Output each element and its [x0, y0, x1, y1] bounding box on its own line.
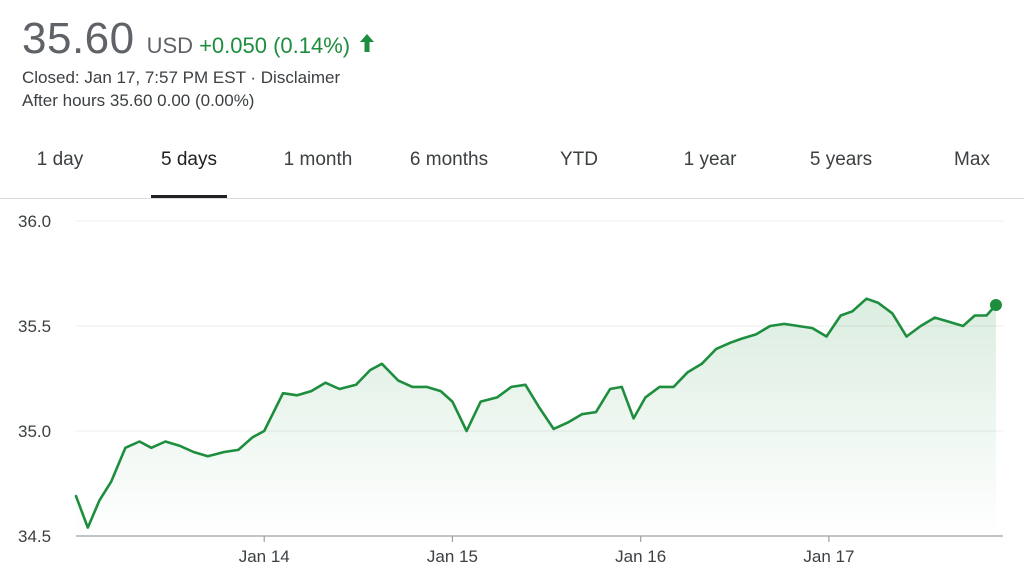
- data-point: [439, 389, 443, 393]
- data-point: [754, 332, 758, 336]
- data-point: [850, 309, 854, 313]
- data-point: [643, 395, 647, 399]
- data-point: [523, 383, 527, 387]
- data-point: [309, 389, 313, 393]
- data-point: [810, 326, 814, 330]
- data-point: [839, 314, 843, 318]
- y-tick-label: 35.5: [18, 317, 51, 336]
- data-point: [149, 446, 153, 450]
- data-point: [74, 494, 78, 498]
- tab-5-days[interactable]: 5 days: [151, 128, 227, 198]
- data-point: [985, 314, 989, 318]
- data-point: [580, 412, 584, 416]
- x-tick-label: Jan 15: [427, 547, 478, 566]
- x-tick-label: Jan 17: [803, 547, 854, 566]
- data-point: [262, 429, 266, 433]
- tab-max[interactable]: Max: [954, 149, 990, 170]
- y-tick-label: 34.5: [18, 527, 51, 546]
- data-point: [905, 335, 909, 339]
- closed-row: Closed: Jan 17, 7:57 PM EST · Disclaimer: [22, 66, 376, 89]
- data-point: [86, 526, 90, 530]
- x-tick-label: Jan 14: [239, 547, 290, 566]
- data-point: [410, 385, 414, 389]
- data-point: [163, 440, 167, 444]
- current-price: 35.60: [22, 14, 135, 63]
- data-point: [295, 393, 299, 397]
- after-hours-row: After hours 35.60 0.00 (0.00%): [22, 91, 255, 110]
- data-point: [138, 440, 142, 444]
- data-point: [933, 316, 937, 320]
- range-tabs: 1 day 5 days 1 month 6 months YTD 1 year…: [0, 128, 1024, 199]
- data-point: [192, 450, 196, 454]
- y-tick-label: 35.0: [18, 422, 51, 441]
- data-point: [123, 446, 127, 450]
- closed-status: Closed: Jan 17, 7:57 PM EST: [22, 68, 246, 87]
- price-line: [74, 297, 998, 529]
- tab-1-month[interactable]: 1 month: [283, 149, 353, 170]
- price-chart: 34.5 35.0 35.5 36.0 Jan 14 Jan 15 Jan 16 Jan 17: [18, 212, 1003, 566]
- data-point: [98, 498, 102, 502]
- tab-1-year[interactable]: 1 year: [683, 149, 737, 170]
- quote-header: 35.60 USD +0.050 (0.14%) Closed: Jan 17,…: [22, 14, 376, 112]
- data-point: [919, 324, 923, 328]
- data-point: [479, 400, 483, 404]
- price-area-fill: [76, 298, 996, 536]
- data-point: [538, 406, 542, 410]
- data-point: [222, 450, 226, 454]
- data-point: [961, 324, 965, 328]
- data-point: [109, 479, 113, 483]
- data-point: [566, 421, 570, 425]
- latest-price-dot: [989, 299, 1002, 311]
- currency-code: USD: [146, 33, 194, 58]
- tab-6-months[interactable]: 6 months: [409, 149, 489, 170]
- arrow-up-icon: [360, 34, 375, 52]
- meta-separator: ·: [250, 68, 257, 87]
- data-point: [450, 400, 454, 404]
- data-point: [876, 301, 880, 305]
- data-point: [495, 395, 499, 399]
- data-point: [425, 385, 429, 389]
- data-point: [236, 448, 240, 452]
- data-point: [594, 410, 598, 414]
- data-point: [686, 370, 690, 374]
- data-point: [250, 435, 254, 439]
- data-point: [740, 337, 744, 341]
- data-point: [672, 385, 676, 389]
- data-point: [700, 362, 704, 366]
- data-point: [782, 322, 786, 326]
- data-point: [714, 347, 718, 351]
- data-point: [380, 362, 384, 366]
- price-change: +0.050 (0.14%): [199, 33, 351, 58]
- data-point: [796, 324, 800, 328]
- data-point: [509, 385, 513, 389]
- data-point: [608, 387, 612, 391]
- tab-ytd[interactable]: YTD: [560, 149, 598, 170]
- price-row: 35.60 USD +0.050 (0.14%): [22, 14, 376, 64]
- data-point: [552, 427, 556, 431]
- data-point: [632, 416, 636, 420]
- data-point: [728, 341, 732, 345]
- tab-5-years[interactable]: 5 years: [809, 149, 873, 170]
- data-point: [323, 381, 327, 385]
- x-tick-label: Jan 16: [615, 547, 666, 566]
- data-point: [865, 297, 869, 301]
- data-point: [178, 444, 182, 448]
- data-point: [354, 383, 358, 387]
- data-point: [281, 391, 285, 395]
- data-point: [396, 379, 400, 383]
- data-point: [657, 385, 661, 389]
- data-point: [620, 385, 624, 389]
- data-point: [825, 335, 829, 339]
- disclaimer-link[interactable]: Disclaimer: [260, 68, 341, 87]
- tab-1-day[interactable]: 1 day: [36, 149, 84, 170]
- data-point: [206, 454, 210, 458]
- data-point: [890, 311, 894, 315]
- data-point: [368, 368, 372, 372]
- y-tick-label: 36.0: [18, 212, 51, 231]
- data-point: [973, 314, 977, 318]
- data-point: [947, 320, 951, 324]
- data-point: [338, 387, 342, 391]
- data-point: [465, 429, 469, 433]
- data-point: [768, 324, 772, 328]
